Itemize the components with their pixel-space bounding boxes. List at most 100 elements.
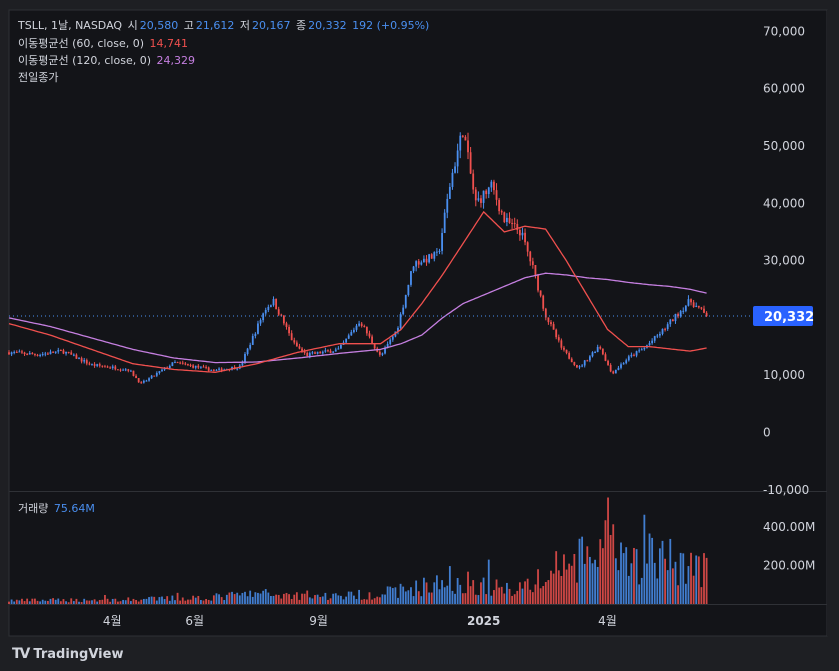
volume-bar <box>26 598 29 604</box>
candle-body <box>495 190 498 200</box>
candle-body <box>327 350 329 352</box>
candle-body <box>202 366 205 368</box>
volume-bar <box>207 599 210 604</box>
candle-body <box>648 343 651 346</box>
candle-body <box>210 369 213 371</box>
volume-bar <box>428 592 431 604</box>
candle-body <box>438 250 441 252</box>
candle-body <box>220 368 223 371</box>
candle-body <box>119 369 122 371</box>
legend-symbol[interactable]: TSLL, 1날, NASDAQ <box>18 19 123 32</box>
candle-body <box>314 352 316 354</box>
volume-bar <box>627 575 630 604</box>
volume-bar <box>93 599 96 604</box>
volume-bar <box>365 599 368 604</box>
candle-body <box>511 222 514 224</box>
volume-tick-label: 200.00M <box>763 558 815 572</box>
candle-body <box>129 370 132 372</box>
candle-body <box>8 352 10 355</box>
volume-bar <box>482 577 485 604</box>
candle-body <box>472 173 475 190</box>
volume-bar <box>161 596 163 604</box>
volume-bar <box>225 594 228 604</box>
candle-body <box>386 343 389 348</box>
candle-body <box>550 322 552 325</box>
candle-body <box>526 242 529 252</box>
candle-body <box>480 198 482 203</box>
candle-body <box>503 212 506 223</box>
volume-bar <box>259 593 262 604</box>
volume-bar <box>461 593 464 604</box>
volume-bar <box>72 601 75 604</box>
volume-bar <box>433 582 436 604</box>
volume-bar <box>630 563 633 604</box>
volume-bar <box>425 582 428 604</box>
candle-body <box>430 254 433 259</box>
volume-bars[interactable] <box>8 497 708 604</box>
candle-body <box>604 354 607 361</box>
price-tick-label: -10,000 <box>763 483 809 497</box>
ma60-line[interactable] <box>8 210 707 373</box>
price-tick-label: 50,000 <box>763 139 805 153</box>
volume-bar <box>490 595 493 604</box>
tradingview-name: TradingView <box>33 646 124 662</box>
candle-body <box>664 328 667 330</box>
candle-body <box>581 365 584 367</box>
volume-bar <box>560 576 563 604</box>
legend-ma120-row[interactable]: 이동평균선 (120, close, 0) 24,329 <box>18 54 197 68</box>
volume-bar <box>306 590 309 604</box>
price-pane[interactable] <box>8 132 752 384</box>
candle-body <box>381 353 384 355</box>
candle-body <box>275 298 278 310</box>
volume-bar <box>441 580 443 604</box>
volume-bar <box>653 562 656 604</box>
volume-bar <box>399 583 402 604</box>
candle-body <box>441 233 443 251</box>
volume-pane[interactable] <box>8 497 708 604</box>
volume-bar <box>122 599 125 604</box>
volume-bar <box>148 597 150 604</box>
candle-body <box>49 351 52 355</box>
price-tick-label: 0 <box>763 426 771 440</box>
candle-body <box>262 313 265 321</box>
volume-bar <box>117 601 119 604</box>
candle-body <box>640 349 643 351</box>
candle-body <box>311 352 314 354</box>
volume-bar <box>244 591 246 604</box>
volume-bar <box>329 598 332 604</box>
candle-body <box>21 351 23 353</box>
volume-bar <box>282 593 285 604</box>
candle-body <box>54 351 57 353</box>
candle-body <box>653 336 656 341</box>
legend-volume-row[interactable]: 거래량 75.64M <box>18 502 97 516</box>
volume-bar <box>534 584 537 604</box>
candle-body <box>456 150 459 167</box>
volume-bar <box>23 601 26 604</box>
candle-body <box>352 329 355 333</box>
candle-body <box>516 223 519 231</box>
time-tick-label: 4월 <box>103 614 122 628</box>
tradingview-brand[interactable]: TV TradingView <box>12 646 123 662</box>
candle-body <box>638 350 641 352</box>
ma120-line[interactable] <box>8 272 707 364</box>
candle-body <box>153 375 156 377</box>
candle-body <box>397 327 399 332</box>
volume-bar <box>290 598 293 604</box>
volume-bar <box>687 566 690 604</box>
candle-body <box>384 347 386 354</box>
candle-body <box>552 324 555 330</box>
candle-body <box>594 351 596 353</box>
legend-ma60-row[interactable]: 이동평균선 (60, close, 0) 14,741 <box>18 37 190 51</box>
volume-bar <box>96 601 99 604</box>
volume-bar <box>423 577 425 604</box>
candle-body <box>184 363 187 365</box>
volume-bar <box>262 590 265 604</box>
volume-bar <box>697 556 700 604</box>
volume-bar <box>467 571 469 604</box>
volume-bar <box>85 600 88 604</box>
legend-prev-close-row[interactable]: 전일종가 <box>18 71 60 85</box>
volume-bar <box>220 597 223 604</box>
volume-bar <box>659 548 661 604</box>
candle-body <box>666 324 669 330</box>
